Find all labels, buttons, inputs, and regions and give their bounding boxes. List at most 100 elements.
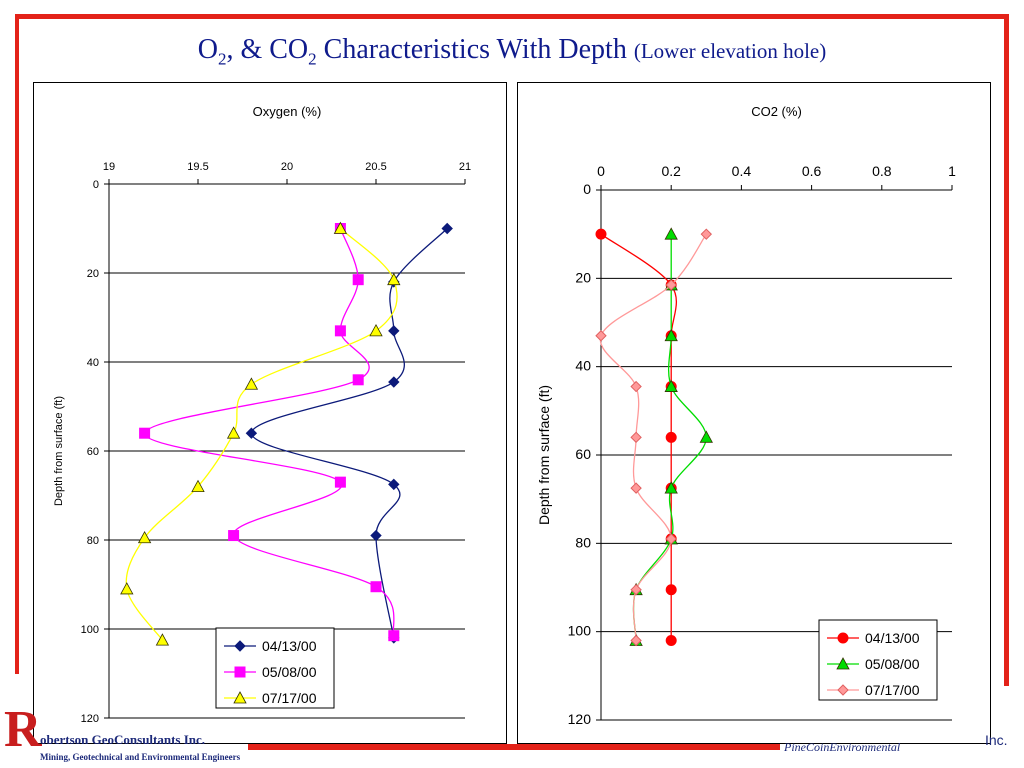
data-point [664,379,678,392]
co2-chart: CO2 (%) 0 0.2 0.4 0.6 0.8 1 0 20 40 60 80 100 120 Dept… [536,104,956,727]
legend-label: 04/13/00 [262,638,317,654]
x-tick-label: 0.6 [802,163,822,179]
y-tick-label: 120 [568,711,592,727]
series-2 [595,228,713,647]
data-point [388,478,400,491]
data-point [137,530,152,544]
y-tick-label: 0 [583,181,591,197]
data-point [700,228,713,240]
data-point [388,630,400,642]
data-point [244,377,259,390]
slide-title: O2, & CO2 Characteristics With Depth (Lo… [0,34,1024,70]
data-point [664,227,678,240]
x-tick-label: 0.2 [661,163,681,179]
series-line [143,228,395,636]
data-point [245,427,258,439]
data-point [334,325,346,337]
y-tick-label: 60 [575,446,591,462]
legend-marker [836,657,850,670]
data-point [388,376,400,388]
title-sub-1: 2 [217,49,227,69]
company-tagline: Mining, Geotechnical and Environmental E… [40,752,241,762]
y-tick-label: 120 [81,713,99,725]
partner-signature: PineCoinEnvironmental [784,740,901,754]
y-tick-label: 80 [575,534,591,550]
frame-bottom-border [248,744,780,750]
series-2 [120,221,401,646]
legend: 04/13/00 05/08/00 07/17/00 [818,619,938,701]
oxygen-chart: Oxygen (%) 19 19.5 20 20.5 21 0 20 40 60 80 100 120 D… [53,104,471,725]
data-point [630,380,642,393]
x-tick-label: 19.5 [187,161,208,173]
data-point [334,476,346,488]
series-1 [139,223,400,642]
data-point [630,431,642,444]
partner-logo: PineCoinEnvironmental Inc. [780,730,1024,768]
title-co: , & CO [226,34,309,65]
data-point [630,634,642,647]
data-point [441,222,453,235]
data-point [352,374,364,386]
data-point [333,221,348,234]
data-point [664,481,678,494]
data-point [352,274,364,286]
x-tick-label: 21 [459,161,471,173]
x-tick-label: 1 [948,163,956,179]
series-line [599,233,707,641]
frame-left-border [15,14,19,674]
data-point [387,272,401,286]
data-point [664,328,678,342]
y-tick-label: 80 [87,535,99,547]
data-point [228,530,240,542]
title-note: (Lower elevation hole) [633,39,827,63]
x-tick-label: 19 [103,161,115,173]
y-axis-label: Depth from surface (ft) [536,385,552,525]
data-point [665,279,677,291]
y-tick-label: 20 [575,269,591,285]
title-o: O [197,34,218,65]
legend-label: 07/17/00 [262,690,317,706]
data-point [388,325,400,337]
chart-title: CO2 (%) [751,104,802,119]
title-sub-2: 2 [308,49,317,69]
y-tick-label: 40 [575,358,591,374]
x-tick-label: 0.4 [732,163,752,179]
data-point [139,427,151,439]
legend: 04/13/00 05/08/00 07/17/00 [215,627,335,709]
legend-marker [233,691,247,704]
series-0 [245,222,453,644]
y-tick-label: 40 [87,357,99,369]
logo-letter: R [4,701,42,758]
partner-suffix: Inc. [985,732,1008,748]
data-point [120,582,134,595]
y-tick-label: 0 [93,179,99,191]
legend-label: 07/17/00 [865,682,920,698]
x-tick-label: 20 [281,161,293,173]
legend-label: 05/08/00 [865,656,920,672]
legend-box [818,619,938,701]
y-tick-label: 20 [87,268,99,280]
company-name: obertson GeoConsultants Inc. [40,732,206,747]
chart-title: Oxygen (%) [253,104,322,119]
legend-marker [837,632,849,644]
data-point [665,635,677,646]
data-point [369,324,383,337]
data-point [595,330,607,342]
data-point [699,430,713,443]
company-logo: R obertson GeoConsultants Inc. Mining, G… [0,704,250,768]
data-point [155,633,170,646]
frame-right-border [1004,14,1009,686]
data-point [191,479,205,493]
data-point [630,482,642,494]
data-point [226,426,241,439]
x-tick-label: 0 [597,163,605,179]
y-tick-label: 100 [568,623,592,639]
y-tick-label: 60 [87,446,99,458]
oxygen-chart-panel: Oxygen (%) 19 19.5 20 20.5 21 0 20 40 60 80 100 120 D… [33,82,507,744]
y-tick-label: 100 [81,624,99,636]
co2-chart-panel: CO2 (%) 0 0.2 0.4 0.6 0.8 1 0 20 40 60 80 100 120 Dept… [517,82,991,744]
frame-top-border [15,14,1009,19]
x-tick-label: 20.5 [365,161,386,173]
series-line [125,228,398,641]
legend-marker [234,640,246,652]
